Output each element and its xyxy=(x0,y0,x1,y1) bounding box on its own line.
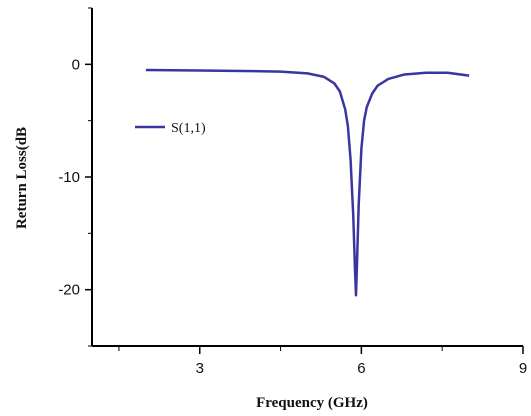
y-tick-label: -20 xyxy=(58,282,80,299)
x-tick-label: 9 xyxy=(519,360,527,377)
ticks: 3 6 9 0 -10 -20 xyxy=(58,7,527,377)
series-layer xyxy=(145,68,470,297)
y-tick-label: -10 xyxy=(58,169,80,186)
x-tick-label: 3 xyxy=(196,360,204,377)
y-axis-title: Return Loss(dB xyxy=(14,127,30,229)
axes xyxy=(91,8,523,347)
legend: S(1,1) xyxy=(135,121,206,136)
series-line-s11 xyxy=(145,68,470,297)
x-tick-label: 6 xyxy=(357,360,365,377)
y-tick-label: 0 xyxy=(72,56,80,73)
x-axis-title: Frequency (GHz) xyxy=(256,395,368,411)
legend-label: S(1,1) xyxy=(171,121,206,136)
